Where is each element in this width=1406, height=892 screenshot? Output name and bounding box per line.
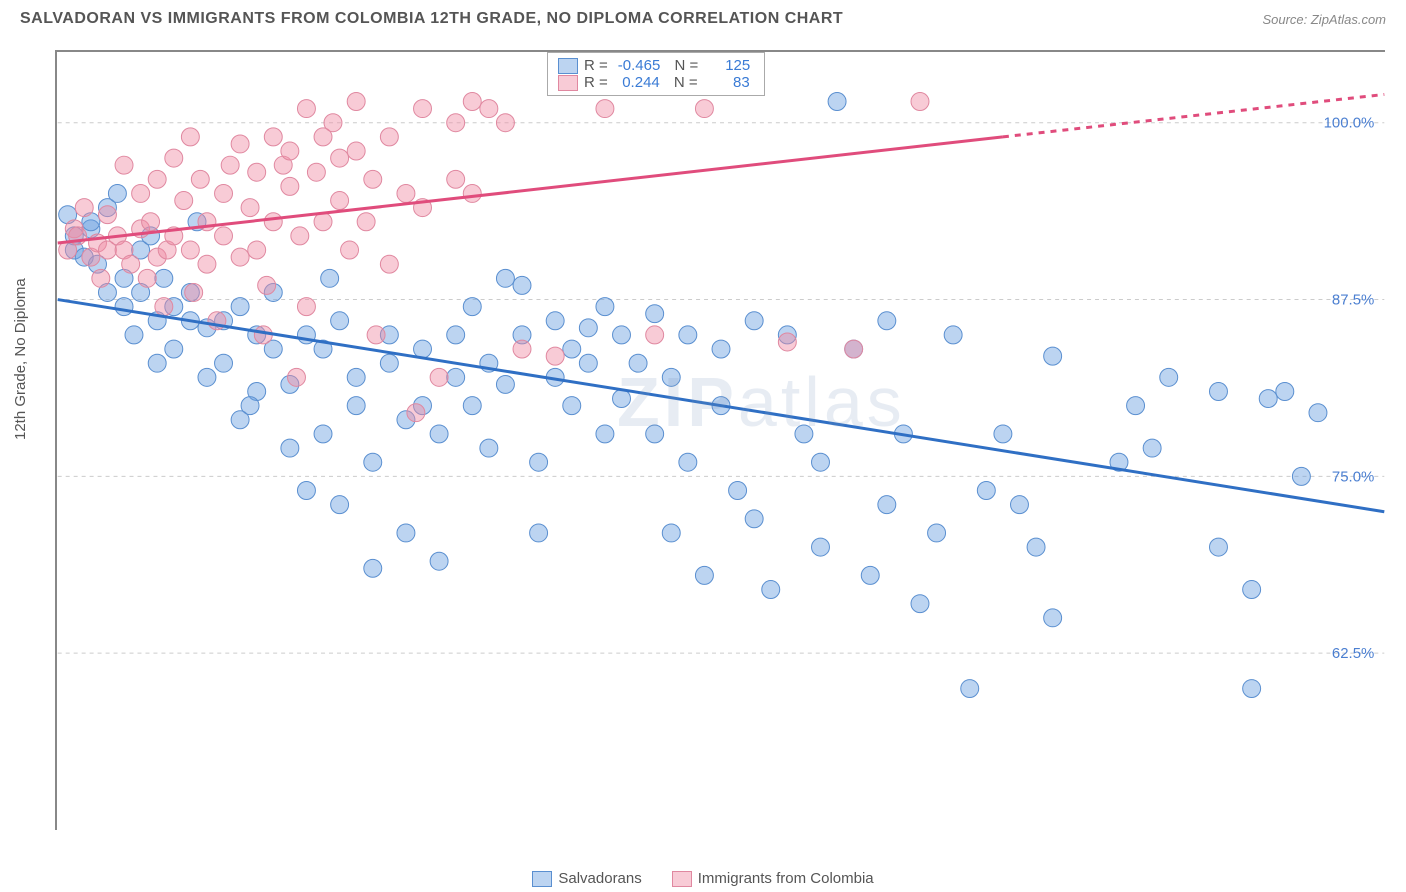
chart-source: Source: ZipAtlas.com [1262,12,1386,27]
legend-n-label: N = [670,57,698,74]
legend-row: R = -0.465 N = 125 [558,57,754,74]
legend-n-label: N = [670,74,698,91]
legend-r-value: 0.244 [614,74,664,91]
legend-swatch-blue [558,58,578,74]
legend-r-label: R = [584,57,608,74]
svg-text:62.5%: 62.5% [1332,645,1374,662]
bottom-legend-label: Immigrants from Colombia [698,870,874,887]
legend-r-value: -0.465 [614,57,665,74]
legend-n-value: 125 [704,57,754,74]
svg-text:75.0%: 75.0% [1332,468,1374,485]
legend-swatch-pink [672,871,692,887]
chart-title: SALVADORAN VS IMMIGRANTS FROM COLOMBIA 1… [20,10,843,28]
legend-r-label: R = [584,74,608,91]
correlation-legend: R = -0.465 N = 125 R = 0.244 N = 83 [547,52,765,96]
bottom-legend: Salvadorans Immigrants from Colombia [0,870,1406,887]
legend-row: R = 0.244 N = 83 [558,74,754,91]
legend-swatch-blue [532,871,552,887]
bottom-legend-item: Immigrants from Colombia [672,870,874,887]
svg-text:87.5%: 87.5% [1332,292,1374,309]
legend-n-value: 83 [704,74,754,91]
scatter-plot: 62.5%75.0%87.5%100.0%0.0%40.0% [57,52,1385,830]
chart-plot-area: 62.5%75.0%87.5%100.0%0.0%40.0% ZIPatlas … [55,50,1385,830]
bottom-legend-item: Salvadorans [532,870,641,887]
svg-text:100.0%: 100.0% [1324,115,1375,132]
bottom-legend-label: Salvadorans [558,870,641,887]
legend-swatch-pink [558,75,578,91]
y-axis-label: 12th Grade, No Diploma [12,278,29,440]
